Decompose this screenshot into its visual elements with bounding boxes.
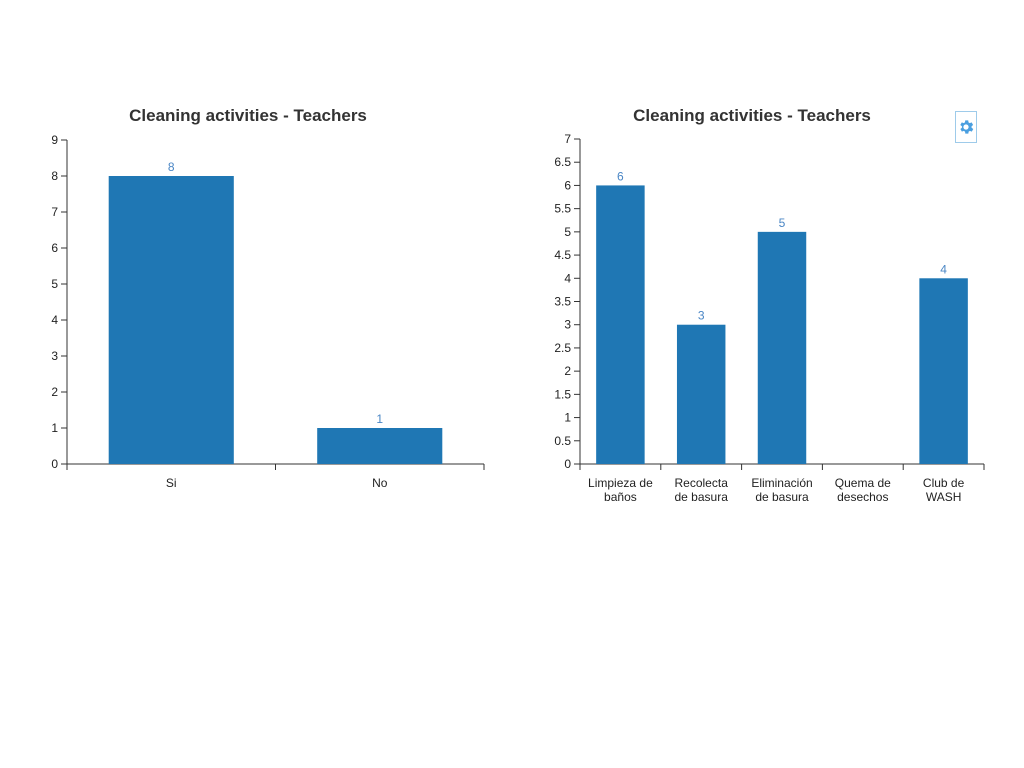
- chart-left-y-tick-label: 3: [51, 349, 58, 363]
- chart-left-y-tick-label: 5: [51, 277, 58, 291]
- chart-left-value-label: 1: [376, 412, 383, 426]
- chart-left: Cleaning activities - Teachers 0 1 2 3 4 5 6 7 8…: [0, 0, 512, 520]
- chart-right-category-label: Recolecta de basura: [675, 476, 729, 504]
- chart-right: Cleaning activities - Teachers 0 0.5 1 1.5 2…: [512, 0, 1024, 520]
- chart-right-category-label: Club de WASH: [923, 476, 965, 504]
- chart-right-y-tick-label: 6.5: [554, 155, 571, 169]
- chart-right-title: Cleaning activities - Teachers: [633, 106, 871, 125]
- chart-right-category-label: Limpieza de baños: [588, 476, 653, 504]
- chart-settings-button[interactable]: [955, 111, 977, 143]
- chart-right-y-tick-label: 2.5: [554, 341, 571, 355]
- chart-right-y-tick-label: 5: [564, 225, 571, 239]
- chart-right-y-tick-label: 4.5: [554, 248, 571, 262]
- chart-right-value-label: 6: [617, 169, 624, 183]
- gear-icon: [960, 120, 974, 134]
- chart-right-category-label: Eliminación de basura: [751, 476, 812, 504]
- chart-right-y-tick-label: 2: [564, 364, 571, 378]
- chart-right-y-tick-label: 3.5: [554, 295, 571, 309]
- chart-right-y-tick-label: 7: [564, 132, 571, 146]
- chart-left-y-tick-label: 1: [51, 421, 58, 435]
- chart-left-category-label: Si: [166, 476, 177, 490]
- chart-left-y-tick-label: 2: [51, 385, 58, 399]
- chart-right-y-tick-label: 1.5: [554, 387, 571, 401]
- chart-right-y-tick-label: 0: [564, 457, 571, 471]
- chart-left-title: Cleaning activities - Teachers: [129, 106, 367, 125]
- chart-left-y-tick-label: 9: [51, 133, 58, 147]
- chart-right-value-label: 4: [940, 262, 947, 276]
- chart-right-bar: [919, 278, 968, 464]
- chart-left-bar: [108, 176, 234, 464]
- chart-right-y-tick-label: 3: [564, 318, 571, 332]
- chart-right-bar: [757, 231, 807, 464]
- chart-left-svg: Cleaning activities - Teachers 0 1 2 3 4 5 6 7 8…: [51, 106, 485, 490]
- chart-left-y-tick-label: 7: [51, 205, 58, 219]
- chart-right-svg: Cleaning activities - Teachers 0 0.5 1 1.5 2…: [554, 106, 985, 504]
- chart-right-category-label: Quema de desechos: [835, 476, 891, 504]
- chart-right-bar: [596, 185, 645, 464]
- chart-right-y-tick-label: 4: [564, 271, 571, 285]
- chart-left-y-tick-label: 6: [51, 241, 58, 255]
- chart-left-y-tick-label: 4: [51, 313, 58, 327]
- chart-left-category-label: No: [372, 476, 388, 490]
- chart-right-y-tick-label: 0.5: [554, 434, 571, 448]
- chart-right-value-label: 3: [698, 309, 705, 323]
- chart-left-y-tick-label: 8: [51, 169, 58, 183]
- chart-right-value-label: 5: [779, 216, 786, 230]
- chart-right-bar: [676, 324, 726, 464]
- chart-right-y-tick-label: 6: [564, 178, 571, 192]
- chart-right-y-tick-label: 5.5: [554, 202, 571, 216]
- chart-left-value-label: 8: [168, 160, 175, 174]
- chart-left-y-tick-label: 0: [51, 457, 58, 471]
- chart-right-y-tick-label: 1: [564, 411, 571, 425]
- chart-left-bar: [317, 428, 443, 464]
